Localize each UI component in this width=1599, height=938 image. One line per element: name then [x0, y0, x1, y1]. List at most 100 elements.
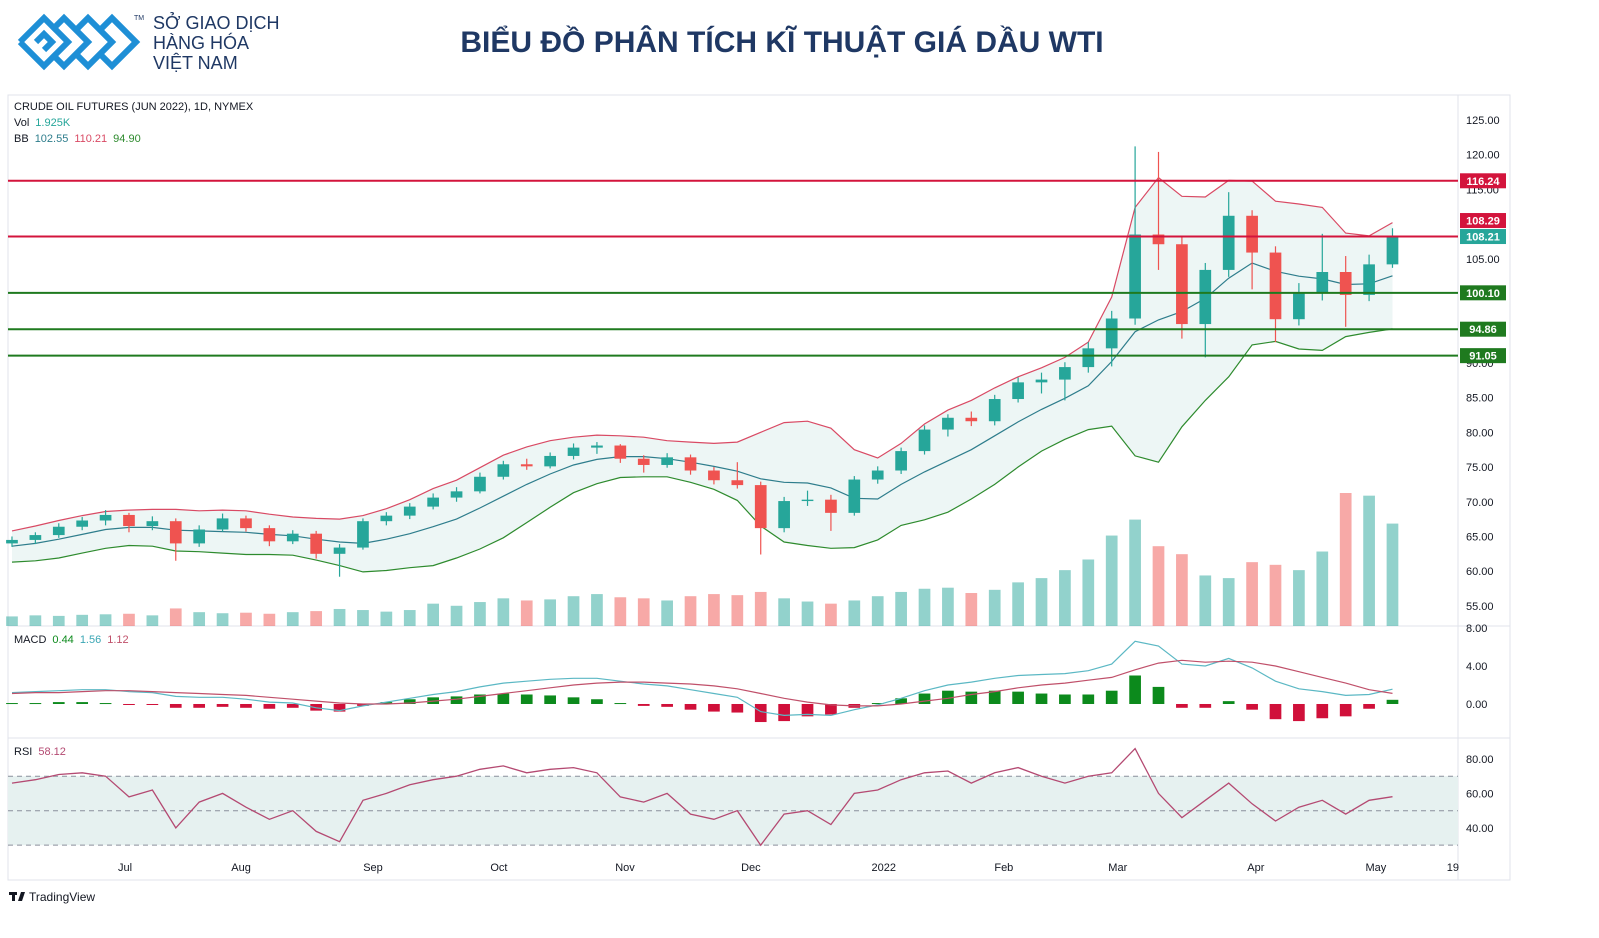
volume-bar — [942, 587, 954, 626]
macd-hist — [871, 703, 884, 705]
macd-hist — [6, 703, 18, 705]
macd-hist — [544, 695, 556, 704]
x-tick-label: Oct — [490, 862, 507, 874]
candle-body — [1222, 215, 1235, 270]
volume-bar — [99, 614, 112, 626]
legend-value: 58.12 — [38, 746, 66, 758]
candle-body — [146, 521, 159, 527]
candle-body — [1246, 215, 1258, 253]
volume-bar — [403, 610, 416, 626]
macd-hist — [708, 703, 720, 712]
candle-body — [661, 457, 673, 465]
macd-hist — [403, 699, 416, 704]
legend-value: 1.12 — [107, 634, 128, 646]
candle-body — [1386, 236, 1399, 265]
y-tick-label: 55.00 — [1466, 601, 1494, 613]
candle-body — [801, 499, 814, 502]
volume-bar — [380, 611, 393, 626]
macd-hist — [1316, 703, 1329, 719]
macd-hist — [193, 703, 206, 708]
legend-label: RSI — [14, 746, 32, 758]
candle-body — [754, 485, 767, 529]
candle-body — [1082, 348, 1095, 368]
legend-label: BB — [14, 133, 29, 145]
macd-hist — [825, 703, 837, 715]
volume-bar — [240, 612, 252, 626]
volume-bar — [591, 594, 603, 626]
legend-value: 0.44 — [52, 634, 73, 646]
candle-body — [6, 539, 18, 544]
candle-body — [988, 399, 1001, 422]
candle-body — [310, 533, 323, 554]
y-tick-label: 80.00 — [1466, 754, 1494, 766]
legend-macd: MACD 0.44 1.56 1.12 — [14, 634, 129, 646]
logo-shape — [17, 13, 73, 71]
y-tick-label: 60.00 — [1466, 788, 1494, 800]
y-tick-label: 65.00 — [1466, 531, 1494, 543]
macd-hist — [474, 694, 486, 704]
y-tick-label: 60.00 — [1466, 566, 1494, 578]
volume-bar — [637, 598, 650, 626]
candle-body — [333, 547, 346, 554]
volume-bar — [1152, 546, 1165, 626]
volume-bar — [825, 603, 837, 626]
volume-bar — [1082, 559, 1095, 626]
price-tag-label: 94.86 — [1469, 324, 1497, 336]
logo-text: SỞ GIAO DỊCH — [153, 12, 279, 33]
candle-body — [614, 445, 627, 459]
chart-title: CRUDE OIL FUTURES (JUN 2022), 1D, NYMEX — [14, 101, 254, 113]
x-tick-label: Nov — [615, 862, 635, 874]
volume-bar — [1293, 570, 1305, 626]
volume-bar — [1222, 578, 1235, 626]
macd-hist — [591, 699, 603, 704]
volume-bar — [965, 593, 978, 626]
candle-body — [99, 514, 112, 521]
price-tag-label: 108.21 — [1466, 232, 1500, 244]
y-tick-label: 8.00 — [1466, 623, 1487, 635]
price-tag — [1460, 173, 1506, 189]
macd-hist — [497, 693, 510, 704]
macd-hist — [684, 703, 697, 710]
candle-body — [591, 445, 603, 448]
macd-hist — [1339, 703, 1352, 717]
candle-body — [169, 521, 182, 544]
candle-body — [1293, 292, 1305, 320]
macd-hist — [52, 702, 65, 704]
legend-label: Vol — [14, 117, 29, 129]
candle-body — [450, 491, 463, 498]
candle-body — [1199, 269, 1212, 325]
volume-bar — [76, 614, 89, 626]
candle-body — [942, 417, 954, 430]
macd-hist — [1269, 703, 1282, 720]
volume-bar — [286, 612, 299, 626]
macd-hist — [1199, 703, 1212, 708]
legend-value: 102.55 — [35, 133, 69, 145]
macd-hist — [146, 703, 159, 705]
brand-icon — [18, 892, 25, 901]
price-tag — [1460, 229, 1506, 245]
x-tick-label: Dec — [741, 862, 761, 874]
logo-tm: TM — [134, 15, 144, 22]
bb-middle — [11, 262, 1393, 547]
volume-bar — [29, 615, 42, 626]
volume-bar — [1246, 562, 1258, 626]
price-tag — [1460, 348, 1506, 364]
x-tick-label: Sep — [363, 862, 383, 874]
candle-body — [193, 529, 206, 544]
logo-shape — [33, 29, 57, 53]
candle-body — [76, 520, 89, 527]
volume-bar — [661, 600, 673, 626]
macd-hist — [357, 703, 369, 706]
logo-text: VIỆT NAM — [153, 53, 238, 73]
macd-hist — [661, 703, 673, 707]
candle-body — [520, 464, 533, 467]
volume-bar — [778, 598, 790, 626]
volume-bar — [1105, 535, 1118, 626]
volume-bar — [6, 616, 18, 626]
y-tick-label: 40.00 — [1466, 823, 1494, 835]
macd-hist — [169, 703, 182, 708]
candle-body — [684, 457, 697, 471]
volume-bar — [544, 599, 556, 626]
candle-body — [544, 455, 556, 467]
candle-body — [1316, 272, 1329, 293]
